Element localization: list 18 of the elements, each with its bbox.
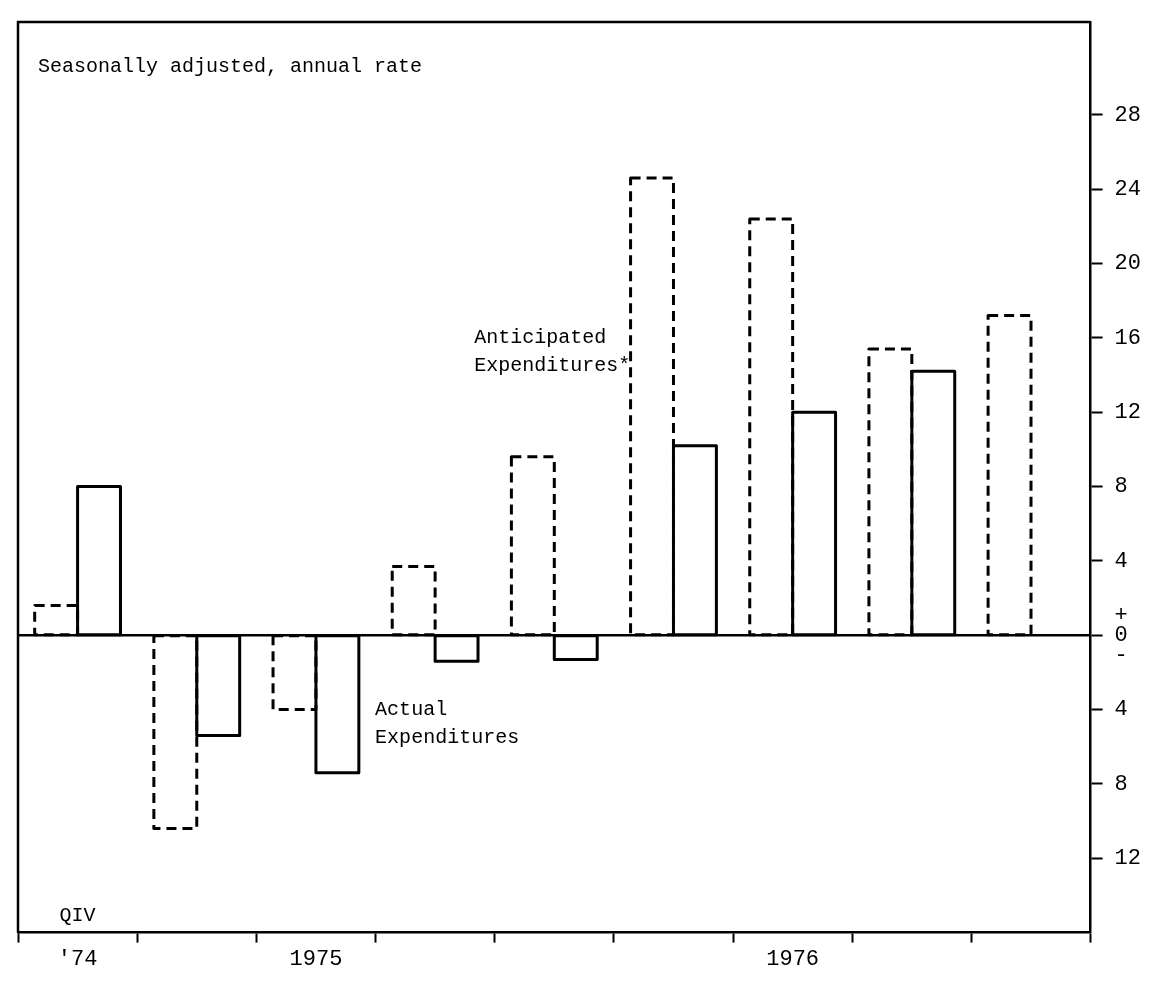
y-tick-label: 4 [1114,697,1128,723]
y-tick-label: 12 [1114,400,1141,426]
annotation: QIV [59,903,96,927]
series-label: Anticipated Expenditures* [474,326,631,378]
series-label: Actual Expenditures [375,697,520,749]
y-tick-label: 16 [1114,325,1141,351]
y-tick-label: 8 [1114,474,1128,500]
y-tick-label: 28 [1114,102,1141,128]
y-tick-label: 20 [1114,251,1141,277]
y-tick-label: 4 [1114,548,1128,574]
x-tick-label: 1975 [289,946,343,972]
x-tick-label: 1976 [766,946,820,972]
y-tick-label: + 0 - [1114,603,1128,668]
y-tick-label: 12 [1114,846,1141,872]
y-tick-label: 8 [1114,771,1128,797]
x-tick-label: '74 [57,946,98,972]
y-tick-label: 24 [1114,177,1141,202]
annotation: Seasonally adjusted, annual rate [38,54,423,78]
